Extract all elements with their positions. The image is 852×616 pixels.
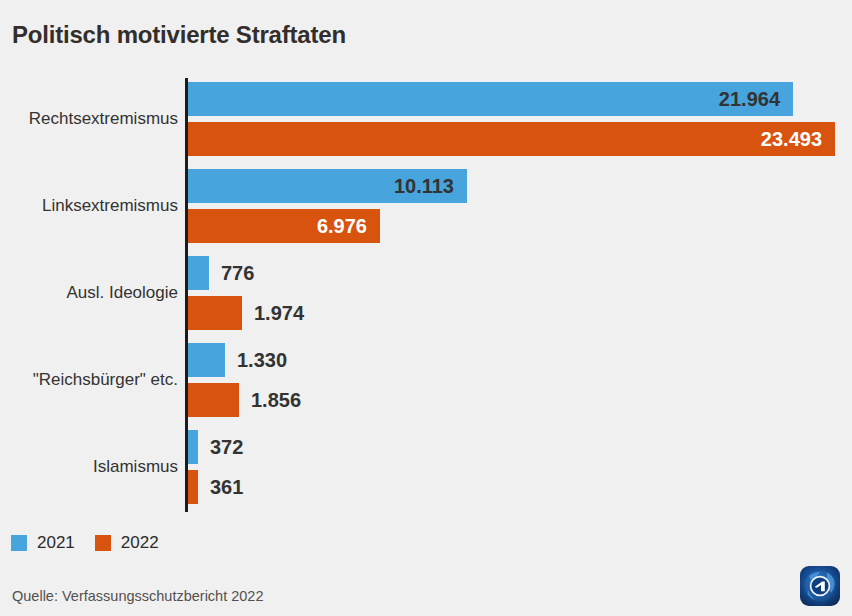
bar-2021-reichsbuerger-etc: 1.330 (188, 343, 225, 377)
bar-group-reichsbuerger-etc: "Reichsbürger" etc. 1.330 1.856 (0, 343, 852, 417)
legend-label-2021: 2021 (37, 533, 75, 553)
legend-swatch-2021 (11, 535, 27, 551)
bar-2022-ausl-ideologie: 1.974 (188, 296, 242, 330)
category-label: "Reichsbürger" etc. (0, 343, 178, 417)
value-label: 23.493 (761, 122, 822, 156)
source-caption: Quelle: Verfassungsschutzbericht 2022 (12, 588, 263, 604)
category-label: Linksextremismus (0, 169, 178, 243)
ard-tagesschau-logo (800, 566, 840, 606)
legend-swatch-2022 (95, 535, 111, 551)
bar-2021-ausl-ideologie: 776 (188, 256, 209, 290)
value-label: 10.113 (394, 169, 454, 203)
bar-group-islamismus: Islamismus372361 (0, 430, 852, 504)
chart-title: Politisch motivierte Straftaten (12, 21, 346, 49)
value-label: 1.330 (237, 343, 287, 377)
bars: 776 1.974 (188, 256, 242, 330)
value-label: 361 (210, 470, 243, 504)
bar-group-ausl-ideologie: Ausl. Ideologie7761.974 (0, 256, 852, 330)
bar-2021-rechtsextremismus: 21.964 (188, 82, 793, 116)
bars: 1.330 1.856 (188, 343, 239, 417)
value-label: 21.964 (719, 82, 780, 116)
bar-2022-islamismus: 361 (188, 470, 198, 504)
bar-group-rechtsextremismus: Rechtsextremismus 21.964 23.493 (0, 82, 852, 156)
infographic: Politisch motivierte Straftaten Rechtsex… (0, 0, 852, 616)
legend-label-2022: 2022 (121, 533, 159, 553)
bar-2022-reichsbuerger-etc: 1.856 (188, 383, 239, 417)
bars: 21.964 23.493 (188, 82, 835, 156)
category-label: Ausl. Ideologie (0, 256, 178, 330)
bars: 10.113 6.976 (188, 169, 467, 243)
bar-2022-rechtsextremismus: 23.493 (188, 122, 835, 156)
bar-2021-linksextremismus: 10.113 (188, 169, 467, 203)
bar-2022-linksextremismus: 6.976 (188, 209, 380, 243)
value-label: 6.976 (317, 209, 367, 243)
bar-chart: Rechtsextremismus 21.964 23.493 Linksextrem… (0, 82, 852, 504)
bar-2021-islamismus: 372 (188, 430, 198, 464)
category-label: Rechtsextremismus (0, 82, 178, 156)
value-label: 372 (210, 430, 243, 464)
bars: 372361 (188, 430, 198, 504)
value-label: 1.974 (254, 296, 304, 330)
logo-ring (811, 577, 830, 596)
value-label: 1.856 (251, 383, 301, 417)
value-label: 776 (221, 256, 254, 290)
legend: 2021 2022 (11, 534, 179, 552)
category-label: Islamismus (0, 430, 178, 504)
bar-group-linksextremismus: Linksextremismus 10.113 6.976 (0, 169, 852, 243)
